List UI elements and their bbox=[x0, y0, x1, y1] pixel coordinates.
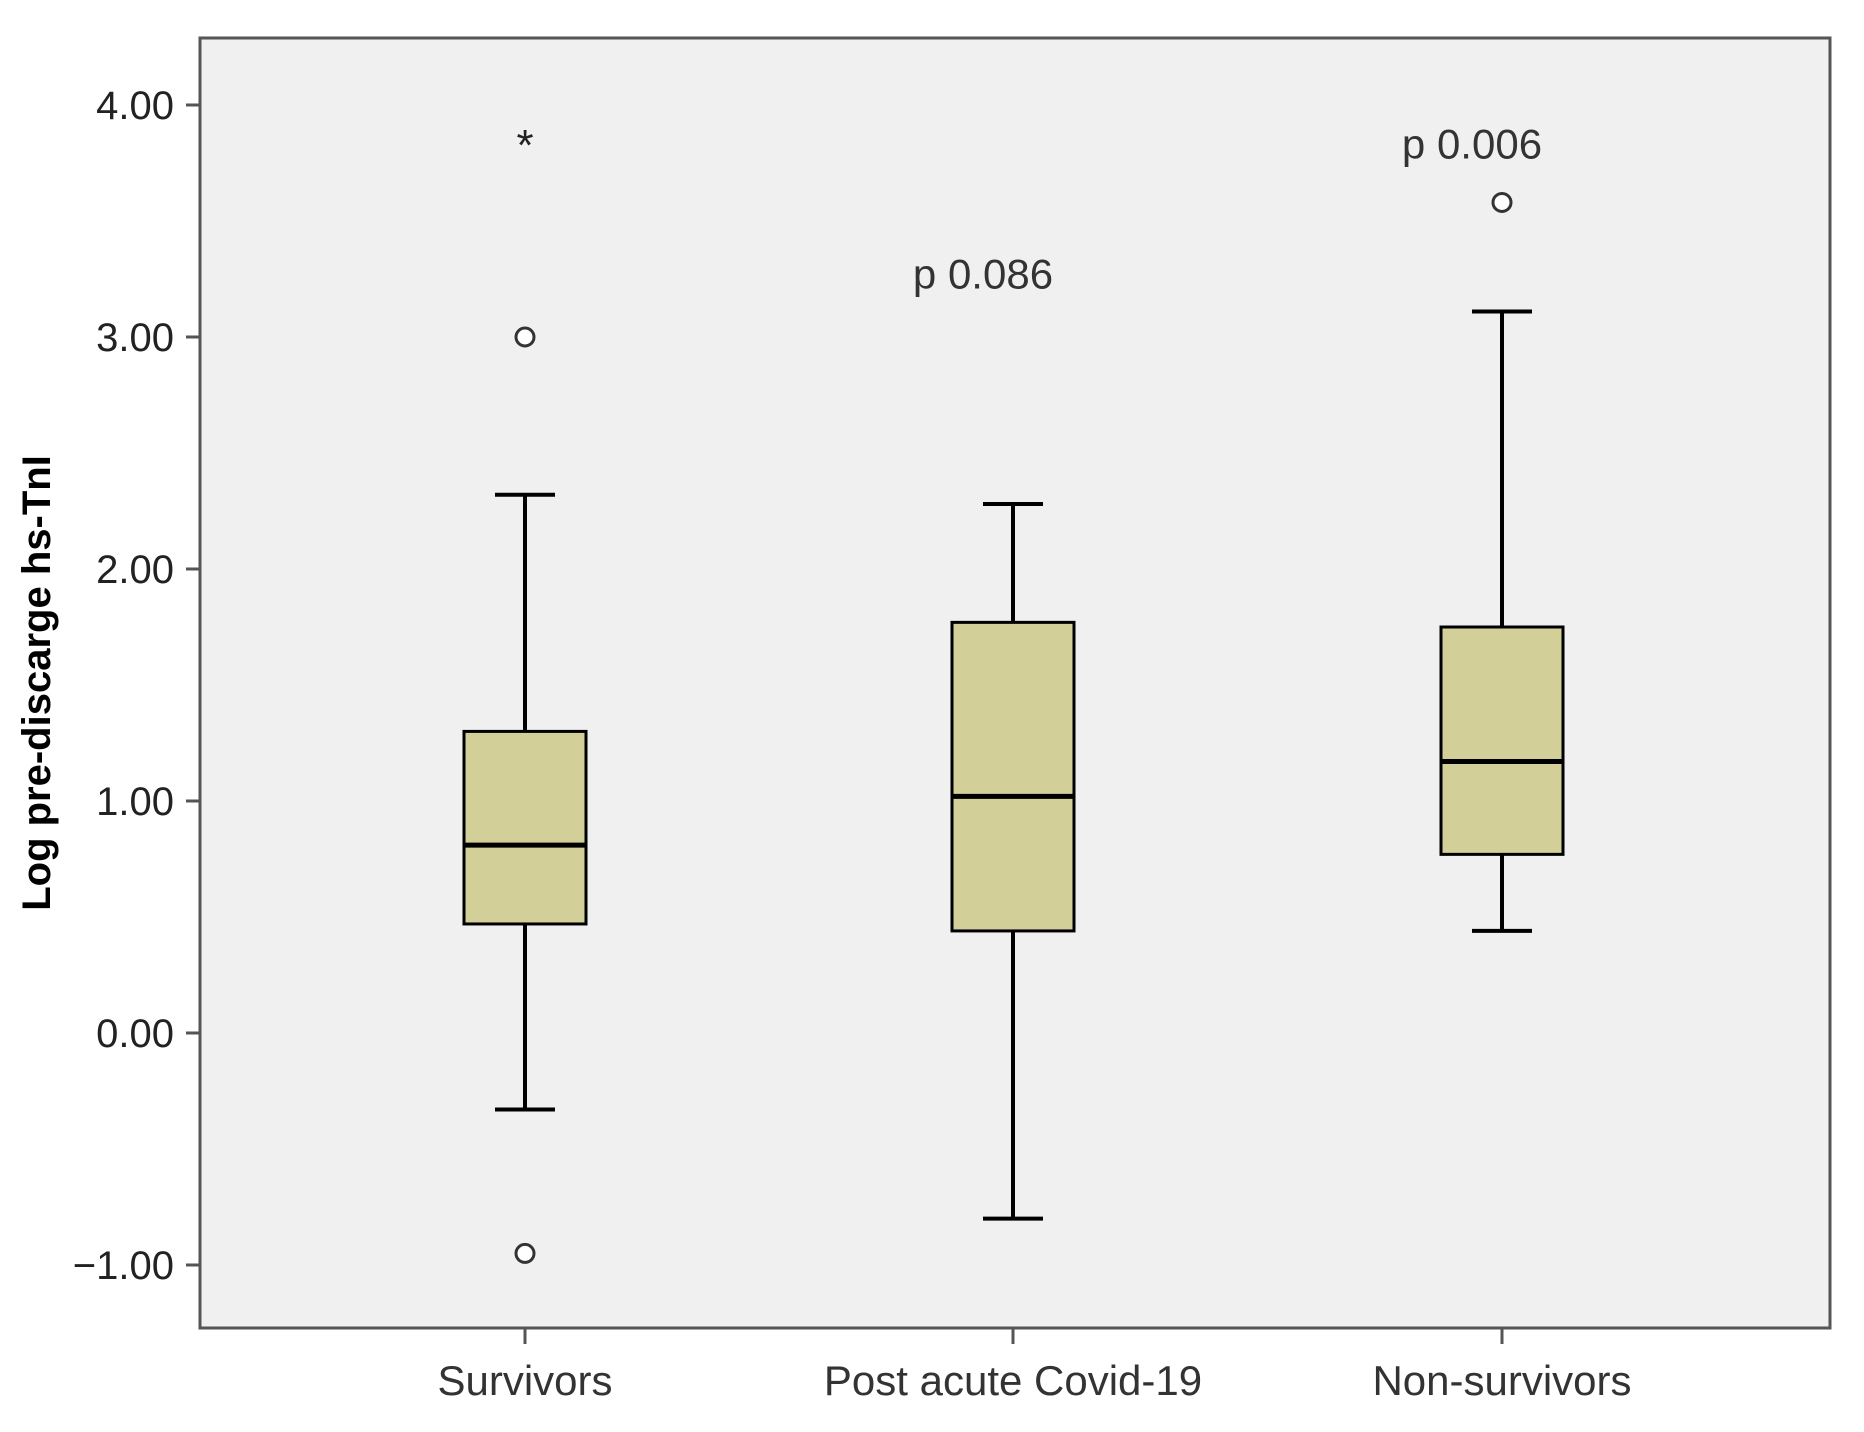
iqr-box bbox=[950, 620, 1076, 933]
x-tick-label: Non-survivors bbox=[1372, 1357, 1631, 1404]
y-tick-label: 3.00 bbox=[96, 316, 174, 360]
y-tick-label: 4.00 bbox=[96, 84, 174, 128]
extreme-outlier-star: * bbox=[516, 121, 533, 170]
boxes: * bbox=[462, 121, 1565, 1264]
iqr-box bbox=[1439, 625, 1565, 856]
y-tick-label: 2.00 bbox=[96, 548, 174, 592]
y-tick-label: −1.00 bbox=[73, 1244, 174, 1288]
x-tick-label: Survivors bbox=[437, 1357, 612, 1404]
y-axis-title: Log pre-discarge hs-TnI bbox=[15, 455, 59, 911]
box-group bbox=[950, 502, 1076, 1221]
box-group bbox=[1439, 191, 1565, 933]
x-axis: Survivors Post acute Covid-19 Non-survivor… bbox=[437, 1328, 1632, 1404]
y-tick-label: 0.00 bbox=[96, 1012, 174, 1056]
p-value-annotation: p 0.006 bbox=[1402, 120, 1542, 167]
y-tick-label: 1.00 bbox=[96, 780, 174, 824]
iqr-box bbox=[462, 729, 588, 926]
p-value-annotation: p 0.086 bbox=[913, 250, 1053, 297]
annotations: p 0.086 p 0.006 bbox=[913, 120, 1542, 297]
outlier-point bbox=[514, 326, 536, 348]
x-tick-label: Post acute Covid-19 bbox=[824, 1357, 1202, 1404]
y-axis: 4.00 3.00 2.00 1.00 0.00 −1.00 bbox=[73, 84, 200, 1288]
outlier-point bbox=[1491, 191, 1513, 213]
outlier-point bbox=[514, 1242, 536, 1264]
box-group: * bbox=[462, 121, 588, 1264]
